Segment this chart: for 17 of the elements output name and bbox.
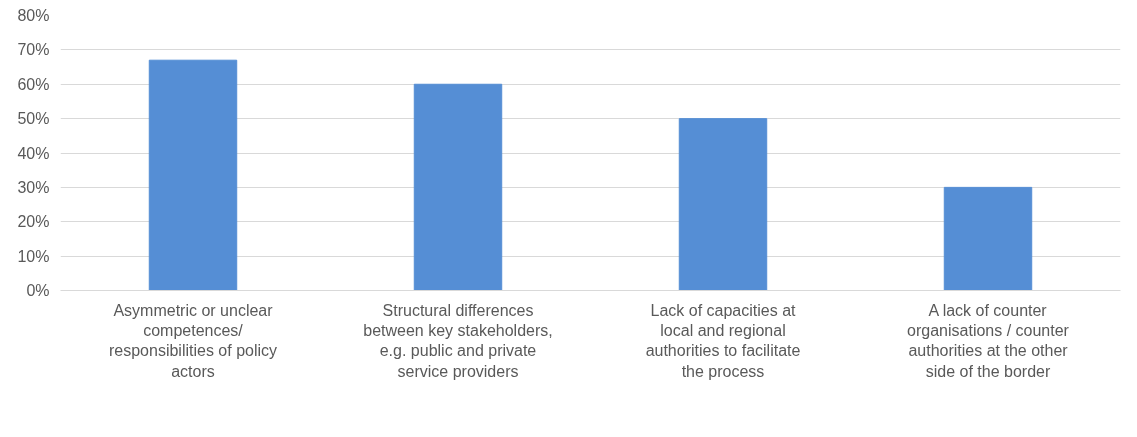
y-tick-label: 20% bbox=[17, 213, 50, 231]
y-tick-label: 80% bbox=[17, 7, 50, 24]
bar bbox=[148, 59, 238, 291]
y-tick-label: 30% bbox=[17, 178, 50, 196]
x-tick-label: A lack of counter organisations / counter authorities at the other side of the border bbox=[907, 301, 1070, 380]
y-tick-label: 60% bbox=[17, 75, 50, 93]
bar bbox=[678, 118, 768, 291]
bar bbox=[943, 186, 1033, 291]
x-tick-label: Asymmetric or unclear competences/ responsibilities of policy actors bbox=[108, 301, 278, 380]
bar bbox=[413, 83, 503, 291]
y-tick-label: 0% bbox=[26, 282, 50, 299]
y-tick-label: 70% bbox=[17, 41, 50, 59]
x-tick-label: Lack of capacities at local and regional authorities to facilitate the process bbox=[645, 301, 801, 380]
y-tick-label: 10% bbox=[17, 247, 50, 265]
y-tick-label: 40% bbox=[17, 144, 50, 162]
x-tick-label: Structural differences between key stakeholders, e.g. public and private service providers bbox=[363, 301, 553, 380]
y-tick-label: 50% bbox=[17, 110, 50, 128]
